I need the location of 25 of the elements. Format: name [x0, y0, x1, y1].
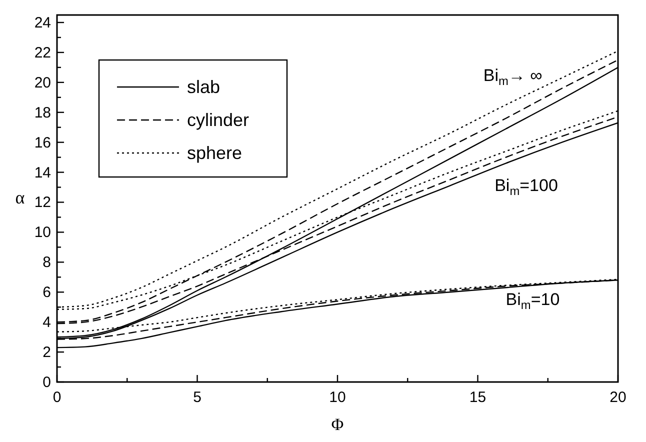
legend-label: slab: [187, 77, 220, 97]
annotation: Bi$_{m}$=10: [506, 290, 560, 312]
x-tick-label: 20: [610, 389, 626, 406]
annotation: Bi$_{m}$→ ∞: [483, 66, 542, 88]
x-tick-label: 10: [329, 389, 346, 406]
y-tick-label: 8: [42, 254, 51, 272]
y-tick-label: 14: [34, 164, 51, 182]
y-tick-label: 10: [34, 224, 51, 242]
y-tick-label: 2: [42, 344, 51, 362]
annotation: Bi$_{m}$=100: [494, 176, 558, 198]
y-tick-label: 16: [34, 134, 51, 152]
y-tick-label: 6: [42, 284, 51, 302]
y-axis-title: α: [15, 188, 26, 208]
x-axis-title: Φ: [331, 415, 344, 434]
y-tick-label: 4: [42, 314, 51, 332]
y-tick-label: 24: [34, 14, 51, 32]
y-tick-label: 0: [42, 374, 51, 391]
x-tick-label: 15: [469, 389, 486, 406]
x-tick-label: 5: [193, 389, 202, 406]
legend-label: sphere: [187, 143, 242, 163]
y-tick-label: 18: [34, 104, 51, 122]
y-tick-label: 22: [34, 44, 51, 62]
y-tick-label: 20: [34, 74, 51, 92]
y-tick-label: 12: [34, 194, 51, 212]
legend-label: cylinder: [187, 110, 250, 130]
